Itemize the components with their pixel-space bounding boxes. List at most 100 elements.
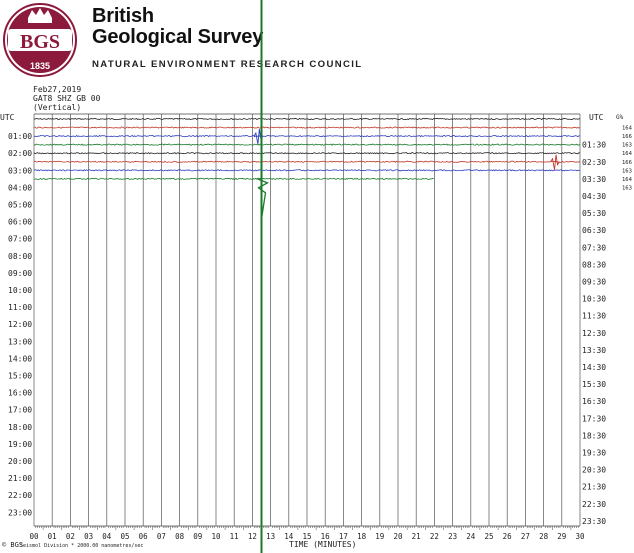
left-hour-label: 23:00 [8, 508, 32, 517]
left-hour-label: 21:00 [8, 474, 32, 483]
trace-line [33, 134, 581, 138]
event-coda [257, 178, 270, 219]
gain-label: 163 [622, 143, 632, 149]
gain-label: 164 [622, 177, 633, 183]
left-hour-label: 05:00 [8, 201, 32, 210]
left-hour-label: 20:00 [8, 457, 32, 466]
left-hour-label: 04:00 [8, 183, 32, 192]
x-tick-label: 17 [339, 532, 348, 541]
right-hour-label: 12:30 [582, 329, 606, 338]
right-hour-label: 13:30 [582, 346, 606, 355]
logo-text: BGS [20, 31, 60, 53]
left-hour-label: 02:00 [8, 149, 32, 158]
x-tick-label: 25 [484, 532, 493, 541]
x-tick-label: 11 [230, 532, 239, 541]
gain-label: 164 [622, 126, 633, 132]
trace-line [33, 177, 434, 180]
x-tick-label: 21 [412, 532, 421, 541]
organization-line2: Geological Survey [92, 26, 264, 48]
gain-label: 166 [622, 160, 632, 166]
x-tick-label: 04 [102, 532, 112, 541]
right-hour-label: 01:30 [582, 141, 606, 150]
left-hour-label: 17:00 [8, 406, 32, 415]
trace-line [33, 126, 581, 129]
left-hour-label: 06:00 [8, 218, 32, 227]
trace-spike [550, 154, 560, 170]
left-hour-label: 15:00 [8, 372, 32, 381]
right-hour-label: 06:30 [582, 226, 606, 235]
x-tick-label: 01 [48, 532, 57, 541]
left-hour-label: 07:00 [8, 235, 32, 244]
gain-header: G% [616, 114, 624, 121]
left-hour-label: 22:00 [8, 491, 32, 500]
x-tick-label: 09 [193, 532, 202, 541]
x-tick-label: 05 [120, 532, 129, 541]
station-code: GAT8 SHZ GB 00 [33, 94, 101, 103]
organization-line1: British [92, 5, 154, 27]
right-hour-label: 11:30 [582, 312, 606, 321]
organization-name: British Geological Survey [92, 6, 263, 48]
bgs-logo: BGS 1835 [3, 3, 77, 77]
x-tick-label: 15 [302, 532, 311, 541]
seismic-traces [33, 0, 581, 553]
right-hour-label: 10:30 [582, 295, 606, 304]
x-tick-label: 30 [575, 532, 585, 541]
right-hour-label: 04:30 [582, 192, 606, 201]
right-axis-title: UTC [589, 113, 604, 122]
chart-labels: UTC UTC G% TIME (MINUTES) Seismol Divisi… [0, 113, 633, 549]
credit: © BGS [2, 541, 23, 549]
x-tick-label: 16 [321, 532, 331, 541]
right-hour-label: 22:30 [582, 500, 606, 509]
right-hour-label: 21:30 [582, 483, 606, 492]
right-hour-label: 02:30 [582, 158, 606, 167]
right-hour-label: 07:30 [582, 243, 606, 252]
left-hour-label: 09:00 [8, 269, 32, 278]
left-hour-label: 19:00 [8, 440, 32, 449]
x-tick-label: 20 [393, 532, 403, 541]
trace-line [33, 117, 581, 121]
right-hour-label: 08:30 [582, 260, 606, 269]
x-tick-label: 19 [375, 532, 384, 541]
left-hour-label: 12:00 [8, 320, 32, 329]
x-axis-title: TIME (MINUTES) [289, 540, 356, 549]
x-tick-label: 24 [466, 532, 476, 541]
right-hour-label: 15:30 [582, 380, 606, 389]
x-tick-label: 28 [539, 532, 549, 541]
right-hour-label: 09:30 [582, 277, 606, 286]
left-hour-label: 10:00 [8, 286, 32, 295]
x-tick-label: 06 [139, 532, 149, 541]
right-hour-label: 16:30 [582, 397, 606, 406]
gain-label: 163 [622, 185, 632, 191]
trace-line [33, 169, 581, 172]
logo-year: 1835 [30, 61, 50, 71]
council-name: NATURAL ENVIRONMENT RESEARCH COUNCIL [92, 59, 363, 70]
left-hour-label: 18:00 [8, 423, 32, 432]
x-tick-label: 03 [84, 532, 93, 541]
x-tick-label: 13 [266, 532, 275, 541]
x-tick-label: 02 [66, 532, 75, 541]
right-hour-label: 20:30 [582, 466, 606, 475]
x-tick-label: 22 [430, 532, 439, 541]
x-tick-label: 00 [29, 532, 39, 541]
right-hour-label: 19:30 [582, 448, 606, 457]
left-hour-label: 11:00 [8, 303, 32, 312]
left-hour-label: 13:00 [8, 337, 32, 346]
x-tick-label: 12 [248, 532, 257, 541]
left-hour-label: 01:00 [8, 132, 32, 141]
header: BGS 1835 British Geological Survey NATUR… [0, 0, 634, 84]
right-hour-label: 14:30 [582, 363, 606, 372]
x-tick-label: 07 [157, 532, 166, 541]
station-info: Feb27,2019 GAT8 SHZ GB 00 (Vertical) [33, 85, 100, 112]
x-tick-label: 14 [284, 532, 294, 541]
gain-label: 164 [622, 151, 633, 157]
left-axis-title: UTC [0, 113, 15, 122]
trace-line [33, 152, 581, 155]
gain-label: 163 [622, 168, 632, 174]
scale-text: Seismol Division * 2000.00 nanometres/se… [20, 543, 143, 549]
x-tick-label: 23 [448, 532, 457, 541]
x-tick-label: 08 [175, 532, 185, 541]
trace-line [33, 143, 581, 146]
left-hour-label: 08:00 [8, 252, 32, 261]
right-hour-label: 17:30 [582, 414, 606, 423]
